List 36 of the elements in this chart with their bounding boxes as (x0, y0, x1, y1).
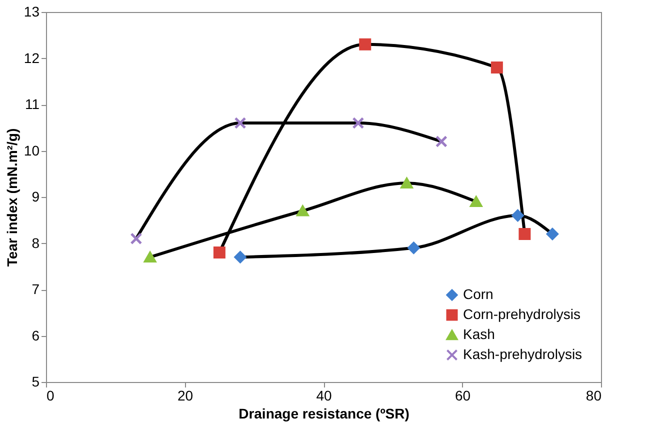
legend-label: Corn-prehydrolysis (463, 306, 580, 322)
point (359, 38, 372, 50)
x-axis-title: Drainage resistance (ºSR) (238, 406, 410, 422)
point (435, 136, 448, 148)
legend-label: Kash-prehydrolysis (463, 346, 582, 362)
y-tick-label: 9 (32, 188, 40, 204)
point (546, 228, 558, 240)
point (144, 252, 156, 262)
x-tick-label: 0 (46, 388, 54, 404)
x-tick-label: 40 (316, 388, 332, 404)
y-tick-label: 12 (24, 50, 40, 66)
y-tick-label: 11 (24, 96, 40, 112)
legend-label: Corn (463, 286, 494, 302)
point (470, 196, 482, 207)
point (130, 232, 142, 245)
y-tick-label: 7 (32, 281, 40, 297)
x-tick-label: 80 (586, 388, 602, 404)
point (296, 206, 309, 216)
y-axis-title: Tear index (mN.m²/g) (4, 128, 20, 267)
point (234, 251, 246, 264)
y-tick-label: 5 (32, 374, 40, 390)
x-tick-label: 60 (454, 388, 471, 404)
point (512, 210, 524, 222)
y-tick-label: 13 (24, 4, 40, 20)
point (518, 228, 531, 240)
point (213, 246, 226, 258)
point (408, 242, 420, 254)
legend-label: Kash (463, 326, 495, 342)
point (234, 117, 246, 129)
y-tick-label: 10 (24, 142, 40, 158)
x-tick-label: 20 (177, 388, 194, 404)
y-tick-label: 8 (32, 234, 40, 251)
y-tick-label: 6 (32, 327, 40, 344)
point (400, 178, 413, 188)
point (490, 62, 503, 74)
point (352, 117, 364, 129)
